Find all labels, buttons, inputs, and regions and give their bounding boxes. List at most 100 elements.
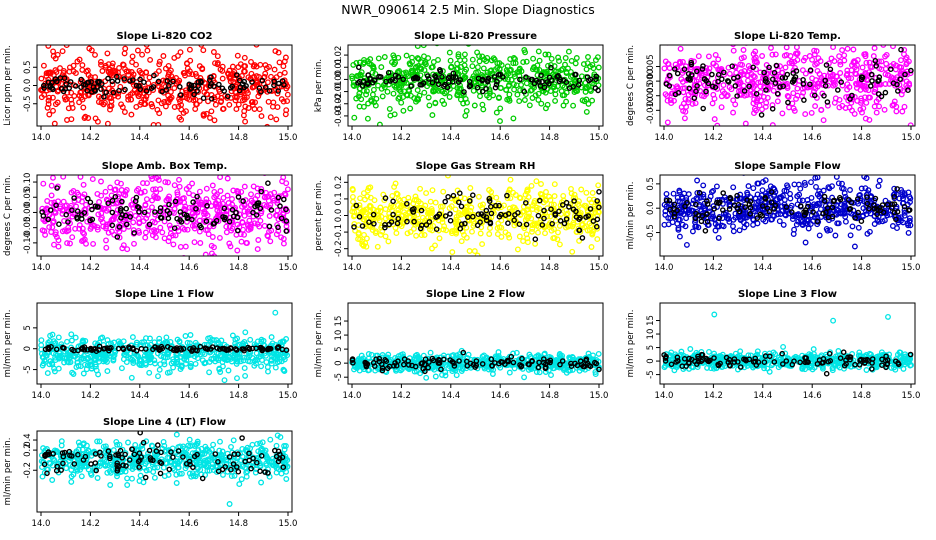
data-point [182,243,189,250]
data-point [217,188,224,194]
data-point [566,204,572,210]
data-point [53,202,59,209]
data-point [772,80,779,86]
x-tick-label: 15.0 [902,133,921,143]
panel-title: Slope Gas Stream RH [416,161,536,172]
data-point [283,180,290,187]
data-point [764,94,771,101]
data-point [123,187,130,193]
data-point [802,207,809,213]
data-point [458,221,465,227]
data-point [452,198,459,205]
data-point [597,168,602,173]
data-point [165,92,172,99]
data-point [85,115,92,121]
data-point [229,63,236,70]
data-point [107,184,114,191]
data-point [483,86,489,92]
data-point [412,68,419,75]
data-point [80,237,87,244]
data-point [266,125,269,126]
data-point [561,220,568,227]
data-point [359,83,366,89]
data-point [127,78,133,84]
data-point [405,73,412,79]
data-point [705,53,712,60]
data-point [443,227,450,234]
data-point [165,215,172,222]
data-point [832,232,839,239]
data-point [381,54,388,60]
data-point [374,243,381,250]
data-point [172,198,179,205]
data-point [870,53,877,60]
data-point [848,75,855,82]
data-point [842,218,849,225]
data-point [857,106,864,113]
data-point [52,76,59,82]
data-point [461,57,468,64]
data-point [754,180,761,187]
y-tick-label: -0.1 [334,224,344,241]
data-point [229,196,235,202]
data-point [781,52,788,59]
data-point [149,176,156,182]
data-point [95,211,102,218]
data-point [710,60,717,67]
data-point [235,194,242,200]
data-point [474,84,481,91]
data-point [789,60,796,67]
data-point [479,53,486,60]
data-point [135,215,142,222]
data-point [751,58,758,65]
data-point [242,329,249,336]
data-point [579,235,586,241]
data-point [825,214,832,221]
data-point [144,128,149,133]
data-point [740,219,747,226]
data-point [433,77,440,84]
data-point [786,104,792,111]
data-point [793,211,800,218]
data-point [811,47,818,54]
data-point [700,182,707,189]
data-point [452,74,459,80]
data-point [262,352,269,359]
data-point [858,76,865,83]
y-axis-label: kPa per min. [314,59,324,112]
data-point [455,70,462,77]
data-point [450,74,457,80]
data-point [170,78,176,85]
data-point [89,176,96,183]
data-point [227,75,233,82]
data-point [88,47,95,54]
data-point [70,68,77,75]
data-point [736,227,743,234]
data-point [555,73,562,79]
data-point [205,98,211,105]
data-point [203,91,210,98]
data-point [720,190,727,196]
data-point [171,104,178,110]
data-point [805,200,812,207]
data-point [690,197,697,204]
data-point [111,187,118,193]
data-point [242,372,249,379]
data-point [404,230,411,237]
data-point [276,59,283,66]
x-tick-label: 14.8 [229,263,248,273]
data-point [382,195,389,201]
data-point [137,189,144,196]
data-point [56,221,62,227]
data-point [855,209,862,216]
x-tick-label: 14.0 [343,263,362,273]
data-point [97,125,101,126]
data-point [563,89,570,96]
data-point [234,247,241,254]
data-point [109,222,116,229]
data-point [254,185,261,192]
data-point [361,216,368,223]
data-point [257,217,264,224]
data-point [349,193,356,200]
